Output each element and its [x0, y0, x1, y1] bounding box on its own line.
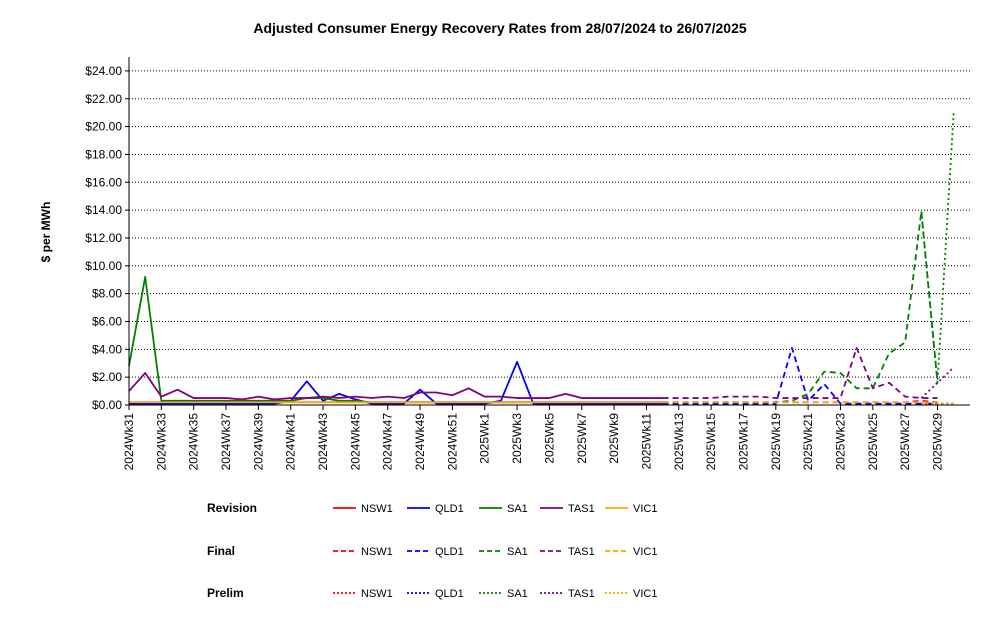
legend-group-label: Revision: [207, 501, 257, 515]
legend-entry-label: NSW1: [361, 588, 393, 600]
series-line-tas1-revision: [128, 372, 663, 401]
x-tick-label: 2025Wk9: [607, 413, 621, 464]
axes: [128, 57, 970, 406]
legend-group-label: Prelim: [207, 586, 244, 600]
y-tick-label: $16.00: [85, 175, 122, 189]
legend-entry-label: SA1: [507, 503, 528, 515]
x-tick-label: 2024Wk31: [122, 413, 136, 471]
series-line-sa1-final: [662, 210, 939, 404]
legend-entry-label: QLD1: [435, 546, 464, 558]
y-tick-label: $18.00: [85, 147, 122, 161]
y-tick-label: $2.00: [92, 370, 122, 384]
x-axis-ticks: 2024Wk31 2024Wk33 2024Wk35 2024Wk37 2024Wk39…: [122, 405, 945, 470]
legend-entry-label: NSW1: [361, 503, 393, 515]
x-tick-label: 2025Wk15: [704, 413, 718, 471]
y-tick-label: $8.00: [92, 287, 122, 301]
x-tick-label: 2025Wk19: [769, 413, 783, 471]
y-tick-label: $12.00: [85, 231, 122, 245]
x-tick-label: 2025Wk23: [833, 413, 847, 471]
x-tick-label: 2025Wk3: [510, 413, 524, 464]
y-tick-label: $0.00: [92, 398, 122, 412]
legend-entry-label: NSW1: [361, 546, 393, 558]
x-tick-label: 2024Wk43: [316, 413, 330, 471]
x-tick-label: 2025Wk25: [866, 413, 880, 471]
y-axis-ticks: $0.00 $2.00 $4.00 $6.00 $8.00 $10.00 $12.00 $14…: [85, 64, 129, 412]
legend-entry-label: TAS1: [568, 546, 595, 558]
y-tick-label: $4.00: [92, 342, 122, 356]
x-tick-label: 2024Wk49: [413, 413, 427, 471]
x-tick-label: 2025Wk5: [542, 413, 556, 464]
legend-entry-label: QLD1: [435, 503, 464, 515]
x-tick-label: 2025Wk11: [639, 413, 653, 470]
legend-group-label: Final: [207, 544, 235, 558]
legend-entry-label: VIC1: [633, 546, 657, 558]
gridlines: [129, 70, 970, 378]
x-tick-label: 2024Wk45: [348, 413, 362, 471]
x-tick-label: 2024Wk39: [251, 413, 265, 471]
x-tick-label: 2024Wk33: [154, 413, 168, 471]
legend-entry-label: QLD1: [435, 588, 464, 600]
x-tick-label: 2025Wk17: [736, 413, 750, 471]
y-tick-label: $20.00: [85, 120, 122, 134]
y-tick-label: $14.00: [85, 203, 122, 217]
x-tick-label: 2024Wk41: [284, 413, 298, 471]
x-tick-label: 2025Wk13: [672, 413, 686, 471]
series-line-qld1-revision: [129, 360, 663, 405]
series-lines: [128, 112, 955, 405]
series-line-sa1-revision: [128, 276, 663, 404]
legend-entry-label: VIC1: [633, 588, 657, 600]
y-tick-label: $6.00: [92, 314, 122, 328]
legend-entry-label: TAS1: [568, 503, 595, 515]
legend-entry-label: VIC1: [633, 503, 657, 515]
x-tick-label: 2025Wk27: [898, 413, 912, 471]
x-tick-label: 2025Wk29: [931, 413, 945, 471]
series-line-sa1-prelim: [920, 112, 955, 384]
x-tick-label: 2025Wk7: [575, 413, 589, 464]
y-tick-label: $24.00: [85, 64, 122, 78]
legend: Revision NSW1 QLD1 SA1 TAS1 VIC1 Final NSW1 QLD1…: [207, 501, 657, 600]
legend-entry-label: SA1: [507, 588, 528, 600]
x-tick-label: 2025Wk21: [801, 413, 815, 471]
series-line-tas1-final: [662, 347, 938, 399]
y-axis-label: $ per MWh: [39, 202, 53, 263]
chart-title: Adjusted Consumer Energy Recovery Rates …: [253, 20, 747, 36]
legend-entry-label: TAS1: [568, 588, 595, 600]
y-tick-label: $10.00: [85, 259, 122, 273]
legend-entry-label: SA1: [507, 546, 528, 558]
x-tick-label: 2024Wk51: [445, 413, 459, 471]
x-tick-label: 2024Wk35: [187, 413, 201, 471]
x-tick-label: 2024Wk37: [219, 413, 233, 471]
x-tick-label: 2025Wk1: [478, 413, 492, 464]
y-tick-label: $22.00: [85, 92, 122, 106]
x-tick-label: 2024Wk47: [381, 413, 395, 471]
series-line-qld1-final: [662, 347, 938, 405]
